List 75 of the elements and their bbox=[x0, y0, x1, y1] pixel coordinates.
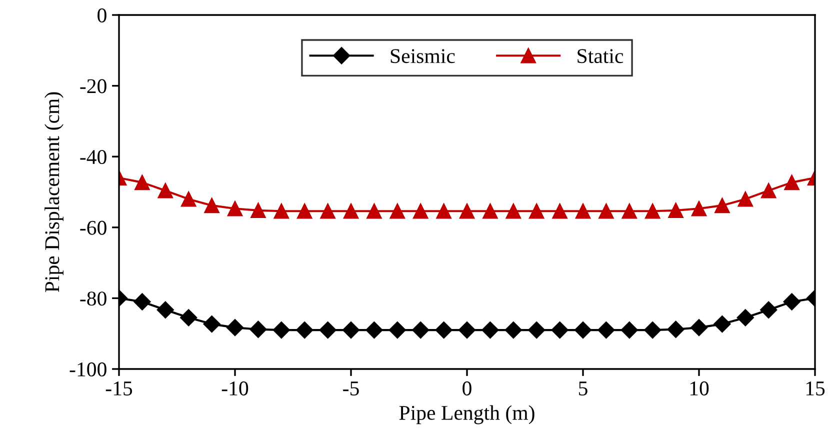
y-tick-label: -40 bbox=[80, 150, 106, 164]
point bbox=[226, 319, 244, 336]
point bbox=[158, 182, 174, 198]
point bbox=[180, 191, 196, 207]
legend-label: Seismic bbox=[390, 49, 455, 64]
point bbox=[528, 203, 544, 219]
x-tick-label: 5 bbox=[579, 382, 588, 396]
point bbox=[274, 203, 290, 219]
x-tick-label: 0 bbox=[462, 381, 472, 396]
point bbox=[296, 203, 312, 219]
x-tick-label: 15 bbox=[806, 382, 825, 396]
y-axis-title: Pipe Displacement (cm) bbox=[44, 92, 64, 292]
point bbox=[343, 203, 359, 219]
point bbox=[598, 322, 615, 339]
point bbox=[760, 301, 778, 318]
point bbox=[342, 322, 360, 339]
point bbox=[436, 203, 452, 219]
point bbox=[574, 322, 592, 339]
point bbox=[390, 203, 406, 219]
point bbox=[366, 322, 383, 339]
legend-label: Static bbox=[578, 49, 624, 64]
point bbox=[714, 198, 730, 214]
point bbox=[598, 203, 614, 219]
point bbox=[528, 322, 546, 339]
point bbox=[272, 322, 290, 339]
point bbox=[412, 322, 430, 339]
point bbox=[250, 202, 266, 218]
point bbox=[551, 322, 568, 339]
x-tick-label: 10 bbox=[690, 381, 709, 396]
point bbox=[552, 203, 568, 219]
y-tick-label: -100 bbox=[70, 362, 106, 376]
point bbox=[667, 320, 684, 338]
point bbox=[784, 174, 800, 190]
point bbox=[760, 182, 776, 198]
x-tick-label: -5 bbox=[343, 382, 359, 396]
point bbox=[156, 301, 174, 318]
point bbox=[435, 322, 452, 339]
x-tick-label: -10 bbox=[222, 381, 248, 396]
point bbox=[296, 322, 314, 339]
point bbox=[203, 315, 220, 333]
point bbox=[458, 322, 476, 339]
point bbox=[482, 322, 499, 339]
point bbox=[459, 203, 475, 219]
point bbox=[412, 203, 428, 219]
point bbox=[644, 203, 660, 219]
point bbox=[506, 203, 522, 219]
point bbox=[620, 322, 638, 339]
point bbox=[575, 203, 591, 219]
point bbox=[622, 203, 638, 219]
point bbox=[482, 203, 498, 219]
point bbox=[227, 201, 243, 216]
x-axis-title: Pipe Length (m) bbox=[399, 405, 534, 424]
point bbox=[690, 319, 708, 336]
point bbox=[319, 322, 336, 339]
point bbox=[204, 198, 220, 214]
y-tick-label: -20 bbox=[80, 79, 106, 94]
point bbox=[738, 191, 754, 207]
point bbox=[783, 293, 800, 310]
point bbox=[250, 320, 267, 338]
point bbox=[644, 322, 662, 339]
y-tick-label: -60 bbox=[80, 220, 106, 235]
point bbox=[134, 293, 151, 310]
point bbox=[714, 315, 731, 333]
point bbox=[504, 322, 522, 339]
point bbox=[320, 203, 336, 219]
y-tick-label: 0 bbox=[98, 8, 106, 22]
point bbox=[388, 322, 406, 339]
point bbox=[366, 203, 382, 219]
point bbox=[691, 201, 707, 216]
point bbox=[134, 174, 150, 190]
point bbox=[668, 202, 684, 218]
point bbox=[736, 309, 754, 326]
x-tick-label: -15 bbox=[106, 382, 132, 396]
y-tick-label: -80 bbox=[80, 292, 106, 306]
point bbox=[180, 309, 198, 326]
